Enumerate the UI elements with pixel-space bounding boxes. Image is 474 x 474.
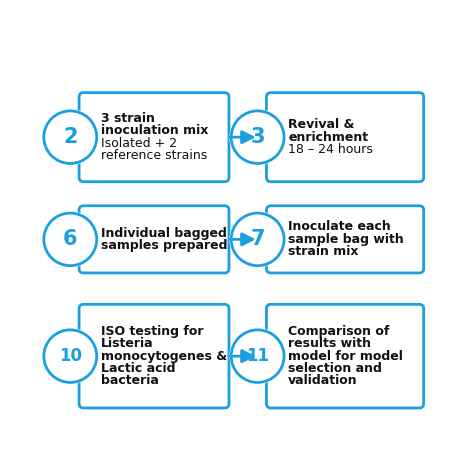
- Circle shape: [229, 109, 286, 165]
- Text: bacteria: bacteria: [100, 374, 159, 387]
- Text: 18 – 24 hours: 18 – 24 hours: [288, 143, 373, 156]
- Text: monocytogenes &: monocytogenes &: [100, 350, 227, 363]
- FancyBboxPatch shape: [266, 206, 424, 273]
- FancyBboxPatch shape: [79, 206, 229, 273]
- Text: selection and: selection and: [288, 362, 382, 375]
- Circle shape: [231, 111, 284, 164]
- Text: strain mix: strain mix: [288, 245, 358, 258]
- Text: Inoculate each: Inoculate each: [288, 220, 391, 234]
- Text: 2: 2: [63, 127, 78, 147]
- Circle shape: [44, 330, 97, 383]
- Text: 3: 3: [250, 127, 265, 147]
- Text: Comparison of: Comparison of: [288, 325, 390, 338]
- Circle shape: [42, 328, 99, 384]
- Text: 10: 10: [59, 347, 82, 365]
- Text: 11: 11: [246, 347, 269, 365]
- Text: 6: 6: [63, 229, 78, 249]
- Text: Lactic acid: Lactic acid: [100, 362, 175, 375]
- Text: Individual bagged: Individual bagged: [100, 227, 227, 240]
- Text: Revival &: Revival &: [288, 118, 355, 131]
- Circle shape: [42, 109, 99, 165]
- Circle shape: [231, 213, 284, 265]
- Text: 3 strain: 3 strain: [100, 112, 155, 125]
- Text: reference strains: reference strains: [100, 149, 207, 162]
- Text: 7: 7: [250, 229, 265, 249]
- Text: samples prepared: samples prepared: [100, 239, 227, 252]
- Text: enrichment: enrichment: [288, 131, 368, 144]
- Circle shape: [44, 111, 97, 164]
- Circle shape: [44, 213, 97, 265]
- Text: model for model: model for model: [288, 350, 403, 363]
- Text: sample bag with: sample bag with: [288, 233, 404, 246]
- Text: ISO testing for: ISO testing for: [100, 325, 203, 338]
- Circle shape: [229, 328, 286, 384]
- Circle shape: [231, 330, 284, 383]
- FancyBboxPatch shape: [266, 92, 424, 182]
- Circle shape: [229, 211, 286, 267]
- FancyBboxPatch shape: [266, 304, 424, 408]
- Text: validation: validation: [288, 374, 358, 387]
- Text: Listeria: Listeria: [100, 337, 153, 350]
- FancyBboxPatch shape: [79, 92, 229, 182]
- Text: Isolated + 2: Isolated + 2: [100, 137, 177, 150]
- Circle shape: [42, 211, 99, 267]
- Text: results with: results with: [288, 337, 371, 350]
- Text: inoculation mix: inoculation mix: [100, 125, 208, 137]
- FancyBboxPatch shape: [79, 304, 229, 408]
